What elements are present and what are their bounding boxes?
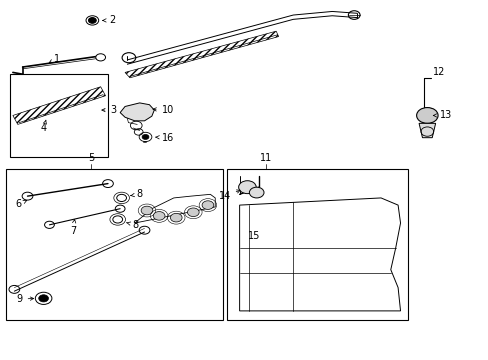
Text: 14: 14 — [218, 190, 240, 201]
Circle shape — [39, 295, 48, 302]
Text: 2: 2 — [102, 15, 115, 26]
Text: 9: 9 — [17, 294, 34, 304]
Circle shape — [202, 201, 213, 210]
Text: 4: 4 — [41, 120, 46, 133]
Text: 8: 8 — [130, 189, 142, 199]
Text: 12: 12 — [432, 67, 445, 77]
Bar — [227, 169, 407, 320]
Bar — [10, 74, 108, 157]
Polygon shape — [120, 103, 154, 121]
Text: 5: 5 — [88, 153, 94, 163]
Text: 15: 15 — [248, 231, 260, 240]
Circle shape — [416, 108, 437, 123]
Polygon shape — [418, 123, 435, 138]
Circle shape — [88, 18, 96, 23]
Text: 13: 13 — [432, 111, 451, 121]
Bar — [5, 169, 222, 320]
Text: 8: 8 — [126, 220, 138, 230]
Text: 10: 10 — [153, 105, 174, 115]
Circle shape — [153, 212, 164, 220]
Circle shape — [238, 181, 256, 194]
Text: 6: 6 — [15, 199, 27, 210]
Text: 7: 7 — [70, 220, 76, 236]
Text: 11: 11 — [260, 153, 272, 163]
Circle shape — [96, 54, 105, 61]
Text: 16: 16 — [156, 133, 174, 143]
Text: 1: 1 — [49, 54, 60, 64]
Circle shape — [142, 134, 149, 139]
Circle shape — [170, 213, 182, 222]
Circle shape — [141, 206, 153, 215]
Circle shape — [187, 208, 199, 217]
Circle shape — [249, 187, 264, 198]
Text: 3: 3 — [102, 105, 116, 115]
